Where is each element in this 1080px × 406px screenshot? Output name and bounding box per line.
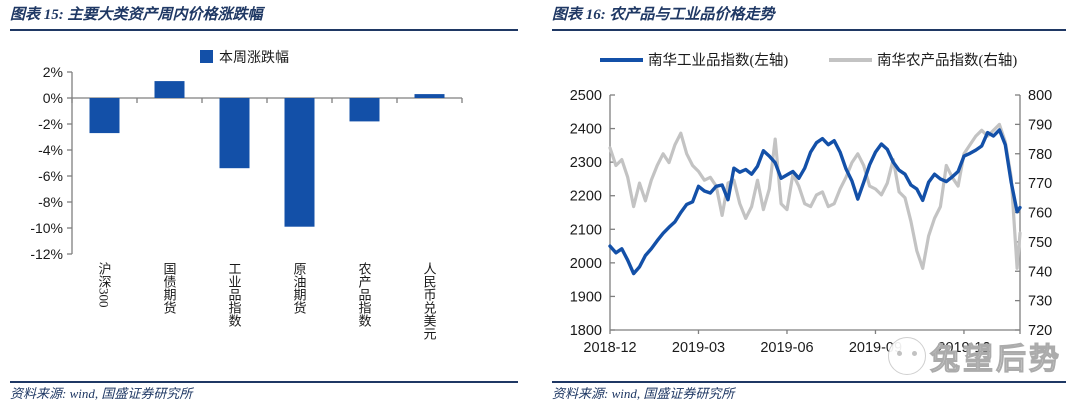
category-label-1: 国债期货 [161,262,177,314]
right-y-tick-label: 720 [1028,323,1052,339]
right-y-tick-label: 750 [1028,235,1052,251]
left-y-tick-label: 2400 [570,122,602,138]
figure-16-panel: 图表 16: 农产品与工业品价格走势 2500 2400 2300 2200 2100 2… [552,2,1066,405]
left-y-tick-label: 1800 [570,323,602,339]
right-y-tick-label: 760 [1028,206,1052,222]
x-tick-label: 2019-03 [672,340,725,356]
y-axis-tick-label: -4% [38,142,63,158]
left-y-tick-label: 2200 [570,189,602,205]
legend-label-industrial-index-line: 南华工业品指数(左轴) [648,52,788,69]
right-y-tick-label: 780 [1028,147,1052,163]
category-label-0: 沪深300 [96,262,112,308]
legend-label: 本周涨跌幅 [219,50,289,66]
figure-16-title-separator-line [552,29,1066,31]
category-label-3: 原油期货 [291,262,307,314]
left-y-tick-label: 2500 [570,88,602,104]
category-label-2: 工业品指数 [226,262,242,327]
category-label-5: 人民币兑美元 [421,262,437,340]
y-axis-tick-label: -6% [38,168,63,184]
figure-16-source-separator-line [552,381,1066,383]
left-y-tick-label: 2000 [570,256,602,272]
figure-15-panel: 图表 15: 主要大类资产周内价格涨跌幅 2% 0% -2% -4% -6% -8% -10… [10,2,518,405]
bar-5 [414,94,445,98]
y-axis-tick-label: -2% [38,116,63,132]
left-y-tick-label: 2100 [570,222,602,238]
right-y-tick-label: 770 [1028,176,1052,192]
figure-15-source-separator-line [10,381,518,383]
agricultural-index-line [608,122,1022,270]
left-y-tick-label: 2300 [570,155,602,171]
figure-15-title-separator-line [10,29,518,31]
bar-2 [219,98,250,169]
legend-marker [200,50,213,63]
y-axis-tick-label: -8% [38,194,63,210]
bar-3 [284,98,315,227]
bar-chart-canvas: 2% 0% -2% -4% -6% -8% -10% -12% 本周涨跌幅 [30,50,463,262]
figure-16-source: 资料来源: wind, 国盛证券研究所 [552,386,735,401]
y-axis-tick-label: 0% [43,90,63,106]
bar-0 [89,98,120,134]
y-axis-tick-label: 2% [43,64,63,80]
x-tick-label: 2019-06 [760,340,813,356]
y-axis-tick-label: -10% [30,220,63,236]
left-y-tick-label: 1900 [570,289,602,305]
category-label-4: 农产品指数 [356,262,372,327]
figure-16-title: 图表 16: 农产品与工业品价格走势 [552,7,775,23]
industrial-index-line [608,128,1022,276]
right-y-tick-label: 790 [1028,117,1052,133]
line-chart-canvas: 2500 2400 2300 2200 2100 2000 1900 1800 800 790 78… [570,52,1052,356]
bar-4 [349,98,380,122]
figure-15-source: 资料来源: wind, 国盛证券研究所 [10,386,193,401]
x-tick-label: 2019-12 [937,340,990,356]
y-axis-tick-label: -12% [30,246,63,262]
figure-15-title: 图表 15: 主要大类资产周内价格涨跌幅 [10,7,263,23]
x-tick-label: 2019-09 [849,340,902,356]
right-y-tick-label: 740 [1028,264,1052,280]
bar-1 [154,81,185,98]
right-y-tick-label: 730 [1028,294,1052,310]
x-tick-label: 2018-12 [583,340,636,356]
bar-chart: 2% 0% -2% -4% -6% -8% -10% -12% 本周涨跌幅沪深300 国债期货 工业… [10,33,518,381]
legend-label-agricultural-index-line: 南华农产品指数(右轴) [877,52,1017,69]
right-y-tick-label: 800 [1028,88,1052,104]
line-chart: 2500 2400 2300 2200 2100 2000 1900 1800 800 790 78… [552,33,1066,381]
